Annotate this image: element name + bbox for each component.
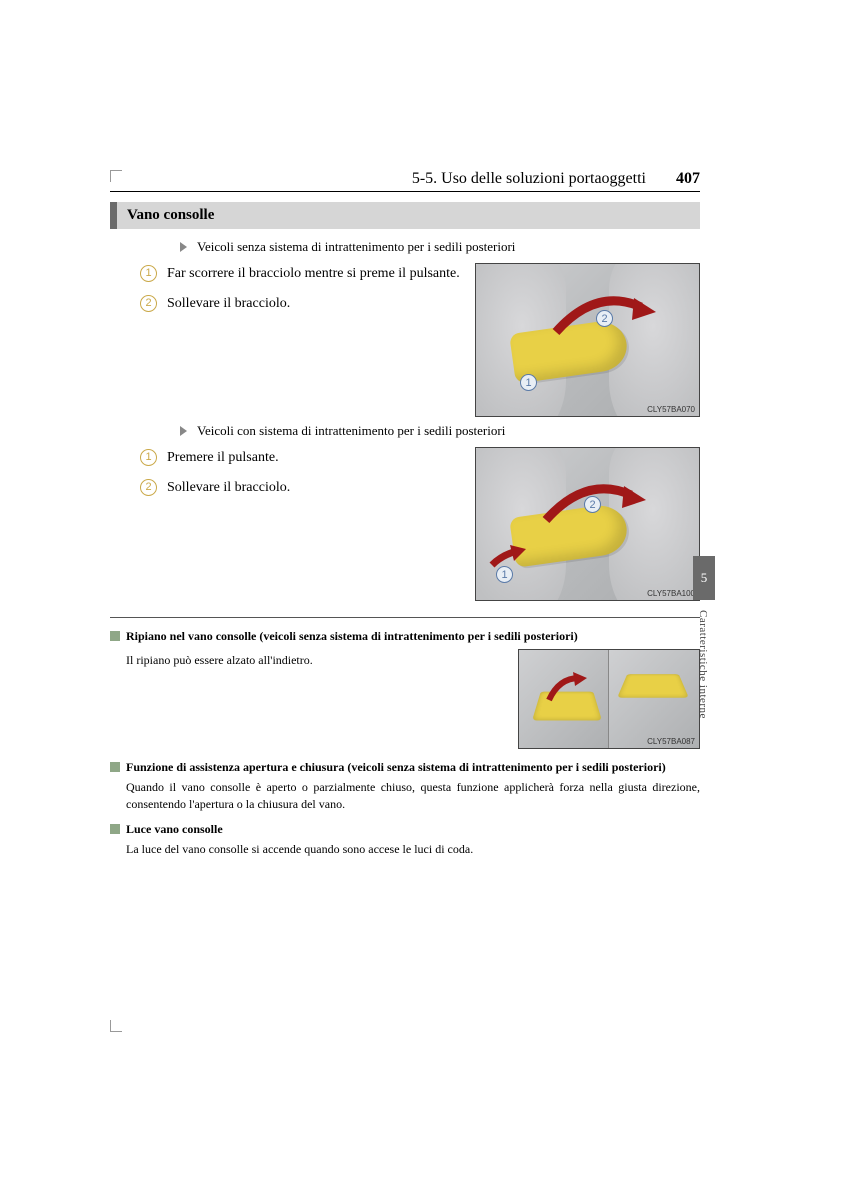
note-1-title: Ripiano nel vano consolle (veicoli senza… bbox=[126, 628, 578, 645]
step-a2: 2 Sollevare il bracciolo. bbox=[140, 293, 461, 315]
bullet-b: Veicoli con sistema di intrattenimento p… bbox=[180, 423, 700, 439]
arrow-icon bbox=[541, 668, 591, 708]
marker-1-icon: 1 bbox=[520, 374, 537, 391]
block-b: 1 Premere il pulsante. 2 Sollevare il br… bbox=[140, 447, 700, 601]
bullet-b-text: Veicoli con sistema di intrattenimento p… bbox=[197, 423, 505, 439]
step-a2-text: Sollevare il bracciolo. bbox=[167, 293, 290, 315]
step-b1-text: Premere il pulsante. bbox=[167, 447, 279, 469]
block-a: 1 Far scorrere il bracciolo mentre si pr… bbox=[140, 263, 700, 417]
figure-shelf: CLY57BA087 bbox=[518, 649, 700, 749]
header-section-text: 5-5. Uso delle soluzioni portaoggetti bbox=[412, 170, 646, 188]
step-b2-text: Sollevare il bracciolo. bbox=[167, 477, 290, 499]
note-3-heading: Luce vano consolle bbox=[110, 821, 700, 838]
note-2-body: Quando il vano consolle è aperto o parzi… bbox=[110, 779, 700, 814]
bullet-a: Veicoli senza sistema di intrattenimento… bbox=[180, 239, 700, 255]
crop-mark-bl bbox=[110, 1020, 122, 1032]
figure-a-code: CLY57BA070 bbox=[647, 405, 695, 414]
section-heading: Vano consolle bbox=[110, 202, 700, 229]
step-number-icon: 2 bbox=[140, 479, 157, 496]
marker-2-icon: 2 bbox=[596, 310, 613, 327]
square-icon bbox=[110, 631, 120, 641]
note-1-heading: Ripiano nel vano consolle (veicoli senza… bbox=[110, 628, 700, 645]
step-number-icon: 1 bbox=[140, 265, 157, 282]
note-2-heading: Funzione di assistenza apertura e chiusu… bbox=[110, 759, 700, 776]
bullet-a-text: Veicoli senza sistema di intrattenimento… bbox=[197, 239, 515, 255]
note-2-title: Funzione di assistenza apertura e chiusu… bbox=[126, 759, 666, 776]
step-number-icon: 2 bbox=[140, 295, 157, 312]
square-icon bbox=[110, 762, 120, 772]
step-b1: 1 Premere il pulsante. bbox=[140, 447, 461, 469]
note-1: Ripiano nel vano consolle (veicoli senza… bbox=[110, 628, 700, 749]
step-a1: 1 Far scorrere il bracciolo mentre si pr… bbox=[140, 263, 461, 285]
figure-a: 1 2 CLY57BA070 bbox=[475, 263, 700, 417]
step-number-icon: 1 bbox=[140, 449, 157, 466]
figure-b: 1 2 CLY57BA100 bbox=[475, 447, 700, 601]
note-3: Luce vano consolle La luce del vano cons… bbox=[110, 821, 700, 858]
chapter-label: Caratteristiche interne bbox=[697, 610, 709, 719]
shelf-panel bbox=[519, 650, 609, 748]
step-a1-text: Far scorrere il bracciolo mentre si prem… bbox=[167, 263, 460, 285]
shelf-panel bbox=[609, 650, 699, 748]
note-2: Funzione di assistenza apertura e chiusu… bbox=[110, 759, 700, 814]
marker-2-icon: 2 bbox=[584, 496, 601, 513]
triangle-icon bbox=[180, 242, 187, 252]
steps-a: 1 Far scorrere il bracciolo mentre si pr… bbox=[140, 263, 461, 322]
note-3-title: Luce vano consolle bbox=[126, 821, 223, 838]
square-icon bbox=[110, 824, 120, 834]
marker-1-icon: 1 bbox=[496, 566, 513, 583]
page-number: 407 bbox=[676, 170, 700, 188]
figure-b-code: CLY57BA100 bbox=[647, 589, 695, 598]
chapter-number: 5 bbox=[701, 570, 708, 586]
figure-shelf-code: CLY57BA087 bbox=[647, 737, 695, 746]
steps-b: 1 Premere il pulsante. 2 Sollevare il br… bbox=[140, 447, 461, 506]
step-b2: 2 Sollevare il bracciolo. bbox=[140, 477, 461, 499]
tray-shape bbox=[617, 674, 689, 698]
divider bbox=[110, 617, 700, 618]
content-area: Veicoli senza sistema di intrattenimento… bbox=[110, 239, 700, 601]
page-header: 5-5. Uso delle soluzioni portaoggetti 40… bbox=[110, 170, 700, 192]
page-container: 5-5. Uso delle soluzioni portaoggetti 40… bbox=[110, 170, 700, 867]
note-1-body: Il ripiano può essere alzato all'indietr… bbox=[126, 652, 506, 669]
chapter-tab: 5 bbox=[693, 556, 715, 600]
note-3-body: La luce del vano consolle si accende qua… bbox=[110, 841, 700, 858]
triangle-icon bbox=[180, 426, 187, 436]
